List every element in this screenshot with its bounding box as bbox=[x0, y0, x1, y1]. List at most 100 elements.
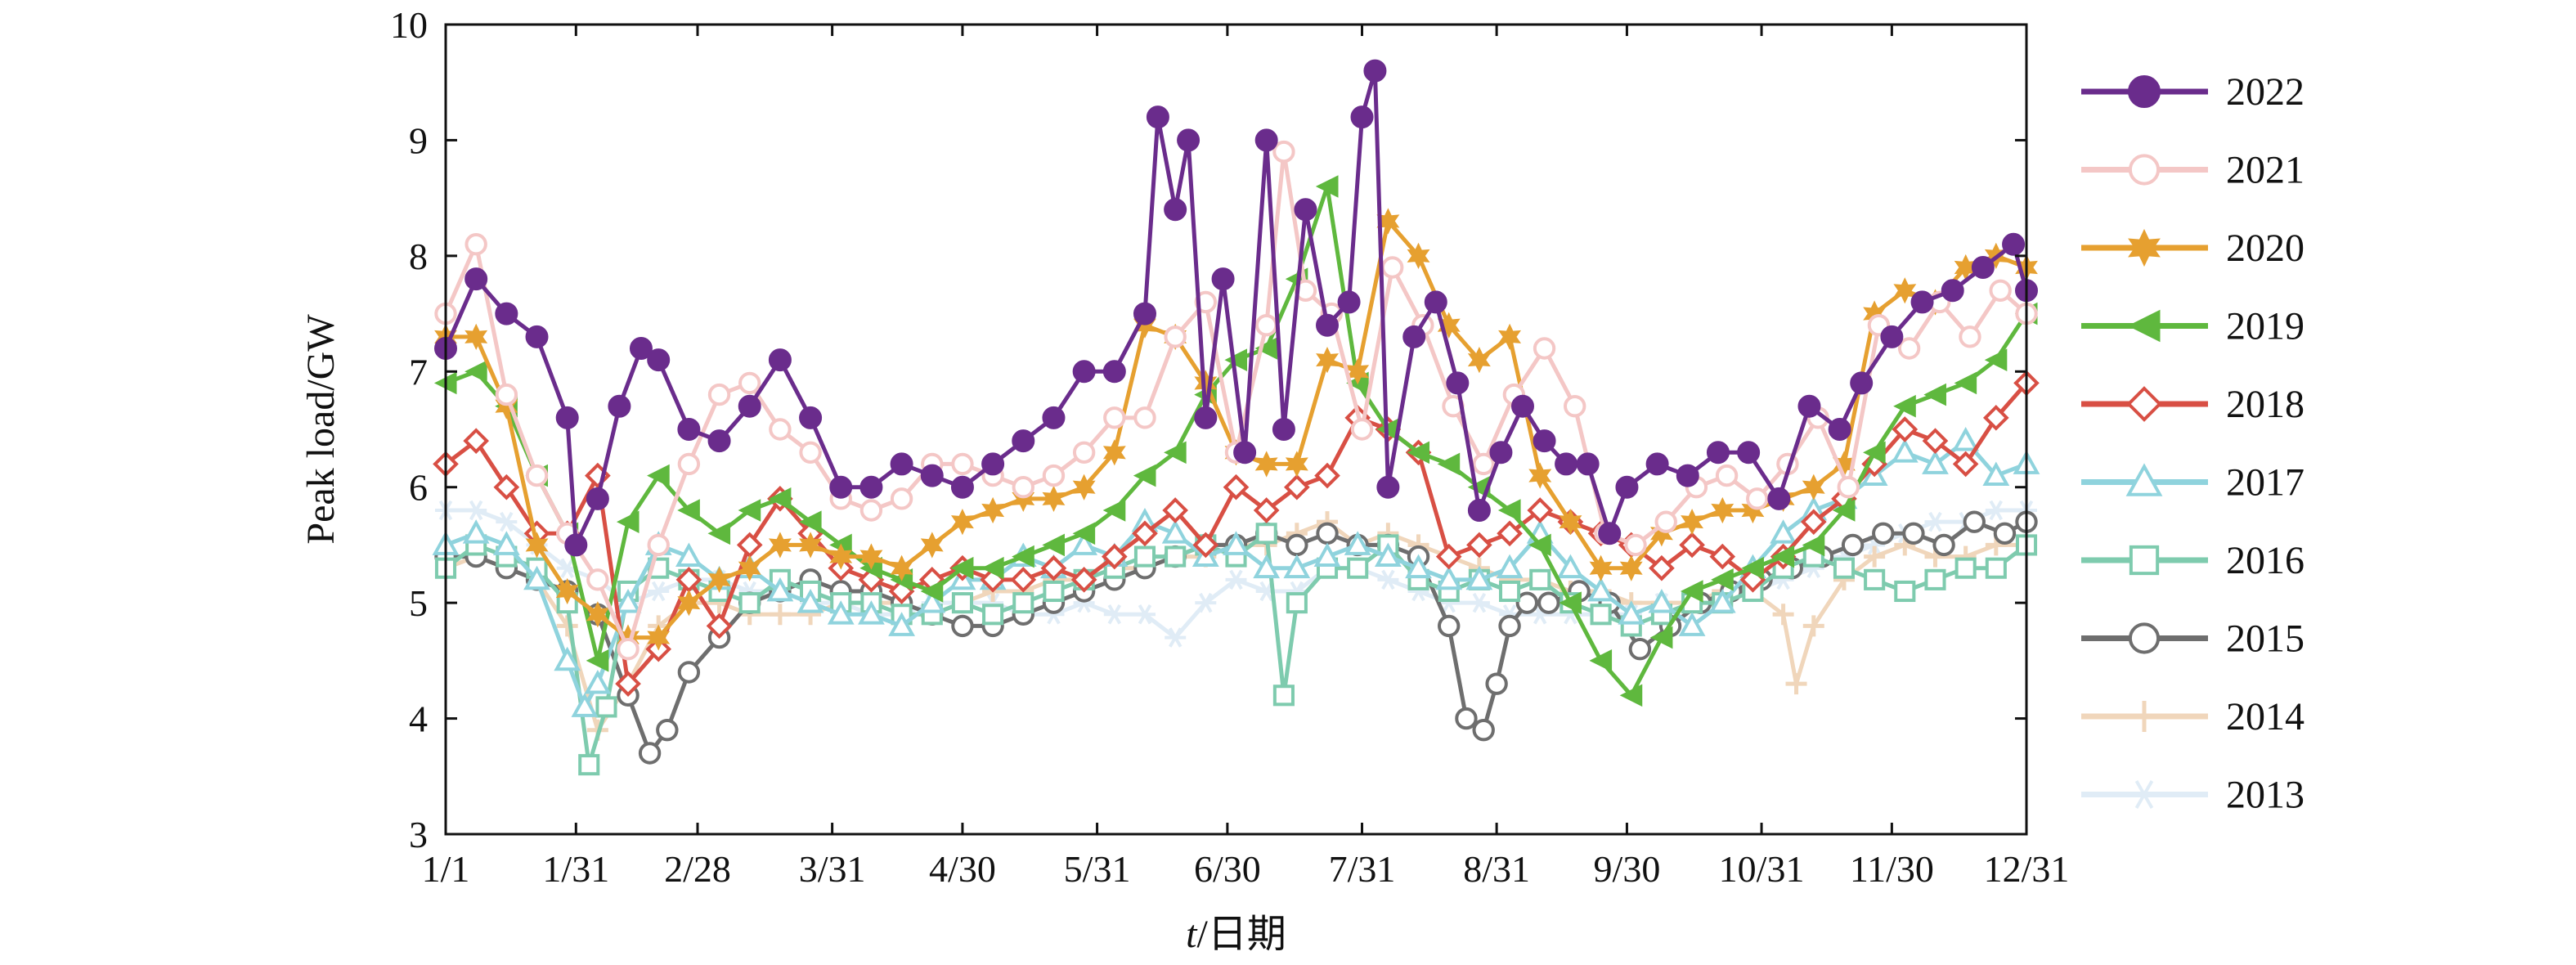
data-point-2015 bbox=[677, 661, 701, 684]
y-tick-label: 4 bbox=[409, 698, 428, 740]
data-point-2019 bbox=[1680, 580, 1703, 603]
legend-label: 2016 bbox=[2226, 539, 2304, 582]
data-point-2020 bbox=[1285, 451, 1308, 478]
data-point-2021 bbox=[707, 383, 731, 406]
data-point-2022 bbox=[586, 487, 609, 510]
data-point-2014 bbox=[556, 615, 578, 637]
data-point-2022 bbox=[1254, 128, 1278, 152]
data-point-2022 bbox=[1012, 429, 1035, 453]
data-point-2016 bbox=[1833, 557, 1856, 579]
data-point-2017 bbox=[1982, 461, 2010, 486]
data-point-2017 bbox=[571, 693, 599, 717]
data-point-2017 bbox=[554, 646, 581, 671]
y-tick-label: 5 bbox=[409, 582, 428, 624]
data-point-2022 bbox=[1489, 441, 1513, 465]
data-point-2015 bbox=[1472, 719, 1495, 742]
data-point-2014 bbox=[1802, 615, 1824, 637]
data-point-2020 bbox=[1254, 451, 1278, 478]
data-point-2021 bbox=[769, 418, 792, 441]
data-point-2022 bbox=[738, 394, 761, 418]
data-point-2015 bbox=[1841, 533, 1865, 557]
data-point-2020 bbox=[1072, 474, 1096, 500]
data-point-2021 bbox=[799, 441, 822, 464]
data-point-2019 bbox=[1802, 533, 1825, 557]
data-point-2022 bbox=[1233, 441, 1257, 465]
data-point-2022 bbox=[1164, 198, 1187, 222]
data-point-2021 bbox=[1380, 256, 1404, 279]
data-point-2018 bbox=[1982, 405, 2009, 431]
data-point-2022 bbox=[1177, 128, 1200, 152]
y-tick-label: 10 bbox=[390, 4, 428, 46]
data-point-2019 bbox=[1133, 464, 1156, 487]
data-point-2020 bbox=[1012, 485, 1035, 512]
data-point-2022 bbox=[608, 394, 631, 418]
data-point-2019 bbox=[1619, 684, 1643, 707]
legend-item-2017: 2017 bbox=[2081, 461, 2304, 505]
data-point-2013 bbox=[465, 500, 487, 521]
data-point-2015 bbox=[638, 742, 662, 765]
data-point-2013 bbox=[1103, 604, 1125, 625]
data-point-2016 bbox=[595, 696, 617, 718]
data-point-2018 bbox=[1709, 543, 1736, 570]
y-tick-label: 8 bbox=[409, 236, 428, 277]
data-point-2017 bbox=[1313, 542, 1341, 567]
data-point-2022 bbox=[1880, 325, 1904, 348]
data-point-2016 bbox=[578, 754, 600, 776]
legend-item-2019: 2019 bbox=[2081, 305, 2304, 348]
data-point-2016 bbox=[1012, 592, 1034, 614]
data-point-2019 bbox=[1741, 556, 1764, 580]
data-point-2019 bbox=[1497, 499, 1521, 522]
data-point-2019 bbox=[1863, 441, 1886, 465]
data-point-2019 bbox=[1224, 348, 1247, 371]
data-point-2016 bbox=[1590, 604, 1612, 626]
data-point-2021 bbox=[495, 383, 518, 406]
data-point-2014 bbox=[1785, 673, 1807, 695]
data-point-2019 bbox=[1102, 499, 1126, 522]
data-point-2013 bbox=[1924, 511, 1946, 532]
data-point-2022 bbox=[1133, 302, 1156, 325]
data-point-2021 bbox=[1989, 279, 2012, 302]
data-point-2021 bbox=[1272, 140, 1295, 164]
data-point-2014 bbox=[1864, 545, 1886, 568]
data-point-2022 bbox=[1645, 452, 1669, 476]
x-axis-title-unit: /日期 bbox=[1197, 913, 1286, 956]
data-point-2021 bbox=[1746, 487, 1769, 510]
data-point-2021 bbox=[1654, 510, 1677, 533]
data-point-2020 bbox=[1559, 509, 1582, 536]
data-point-2020 bbox=[1589, 554, 1613, 581]
legend-label: 2014 bbox=[2226, 695, 2304, 738]
data-point-2019 bbox=[1012, 545, 1034, 568]
legend-item-2020: 2020 bbox=[2081, 227, 2304, 270]
data-point-2018 bbox=[1435, 543, 1462, 570]
data-point-2015 bbox=[1455, 707, 1478, 730]
data-point-2018 bbox=[706, 613, 733, 640]
data-point-2020 bbox=[647, 624, 671, 651]
data-point-2022 bbox=[1376, 475, 1400, 499]
data-point-2017 bbox=[1618, 600, 1645, 625]
data-point-2021 bbox=[738, 371, 761, 395]
data-point-2022 bbox=[1555, 452, 1578, 476]
legend-item-2014: 2014 bbox=[2081, 695, 2304, 738]
data-point-2021 bbox=[1194, 290, 1218, 314]
data-point-2019 bbox=[768, 487, 792, 510]
data-point-2017 bbox=[462, 519, 490, 544]
data-point-2020 bbox=[464, 323, 488, 350]
data-point-2021 bbox=[1472, 452, 1495, 476]
data-point-2020 bbox=[1133, 312, 1156, 339]
data-point-2017 bbox=[1891, 438, 1919, 463]
data-point-2015 bbox=[1316, 522, 1339, 545]
data-point-2015 bbox=[656, 719, 679, 742]
data-point-2017 bbox=[614, 589, 642, 613]
data-point-2020 bbox=[981, 496, 1005, 524]
data-point-2018 bbox=[1649, 554, 1675, 581]
x-tick-label: 10/31 bbox=[1719, 848, 1805, 890]
data-point-2015 bbox=[1286, 533, 1308, 557]
data-point-2014 bbox=[1772, 604, 1794, 626]
data-point-2015 bbox=[1438, 614, 1461, 638]
data-point-2016 bbox=[1924, 568, 1946, 590]
data-point-2016 bbox=[1954, 557, 1977, 579]
data-point-2016 bbox=[738, 592, 761, 614]
data-point-2021 bbox=[1103, 406, 1126, 429]
data-point-2016 bbox=[1272, 684, 1295, 707]
legend-marker bbox=[2129, 701, 2160, 732]
